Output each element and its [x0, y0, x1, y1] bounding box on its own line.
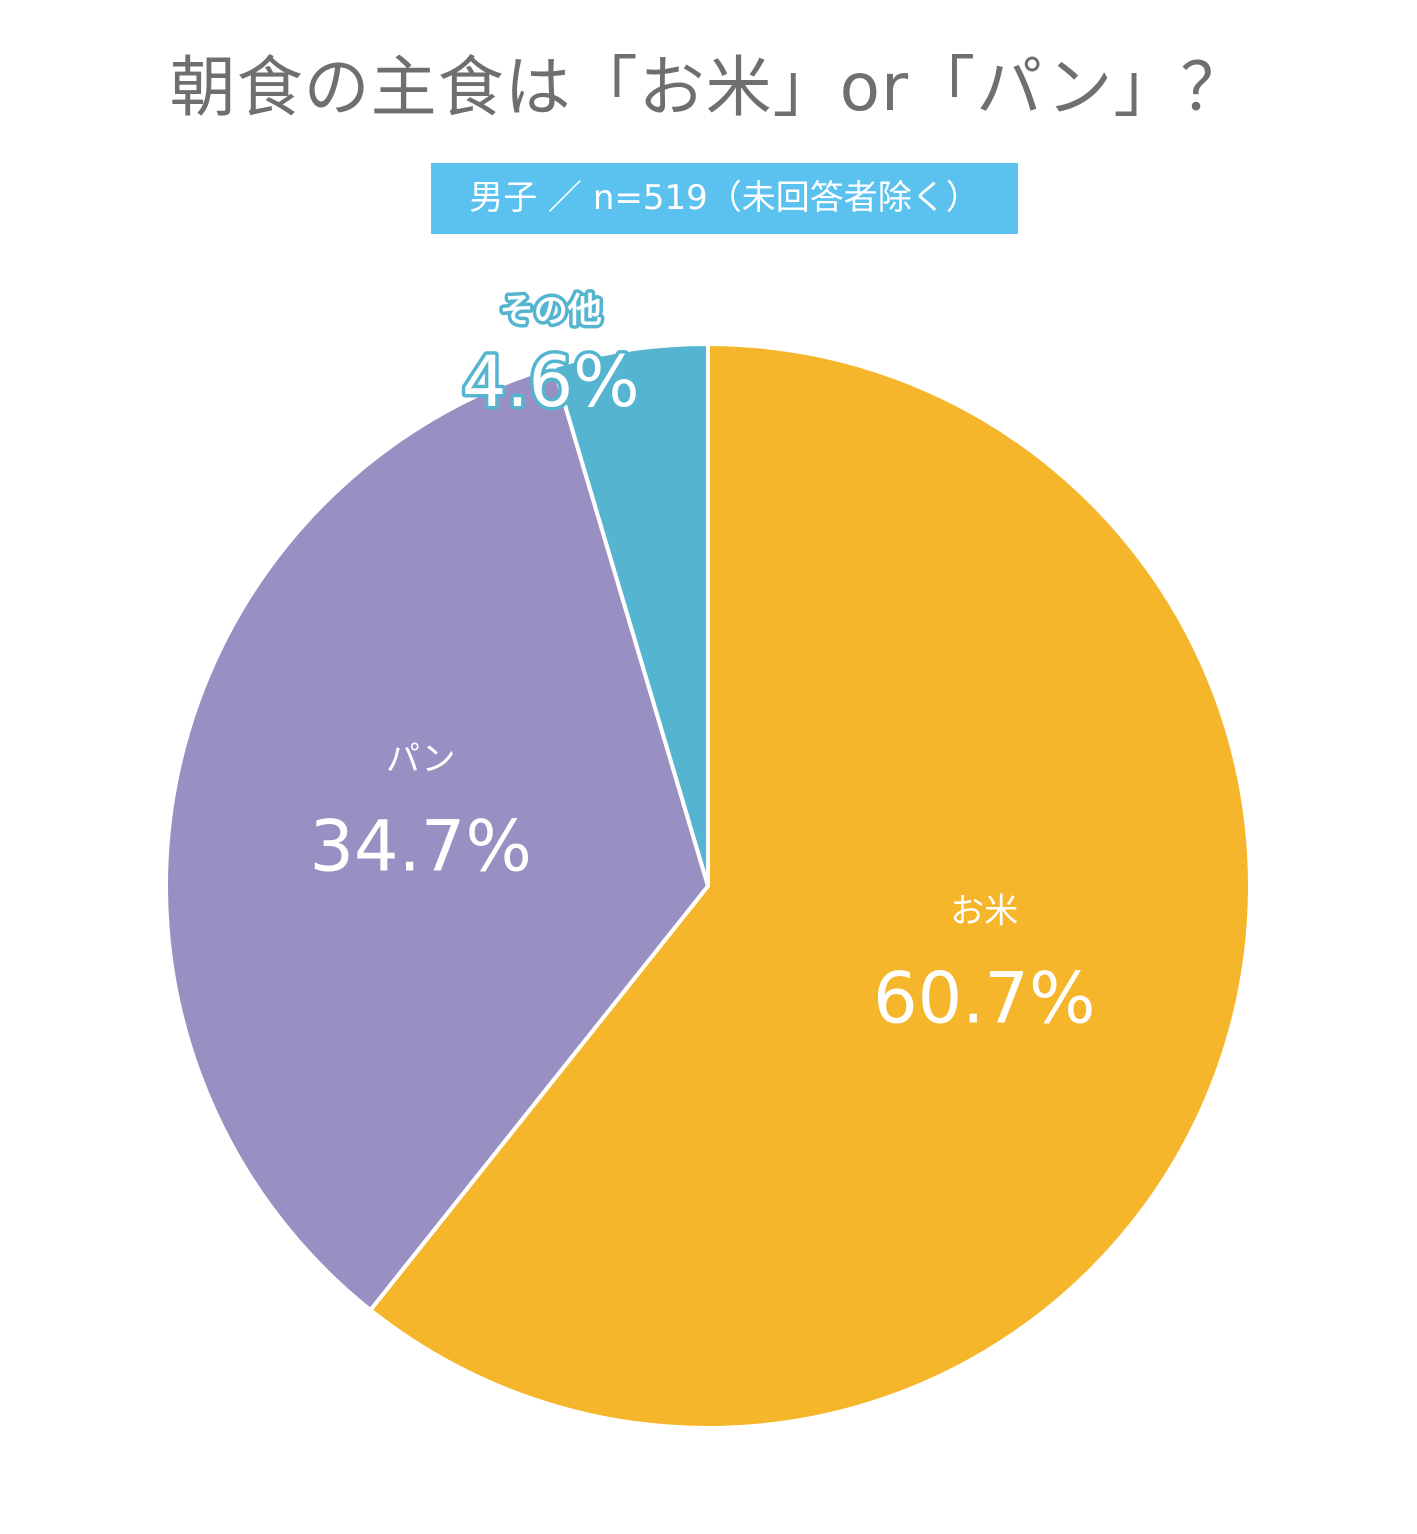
pie-label-3: その他 [500, 291, 602, 331]
pie-value-2: 34.7% [309, 805, 531, 887]
chart-title: 朝食の主食は「お米」or「パン」？ [169, 49, 1248, 126]
pie-label-1: お米 [950, 892, 1018, 932]
pie-value-3: 4.6% [462, 341, 640, 423]
pie-label-2: パン [386, 739, 456, 779]
pie-value-1: 60.7% [873, 958, 1095, 1040]
pie-slices [164, 342, 1252, 1430]
pie-slice-2 [164, 364, 710, 1313]
pie-slice-1 [368, 342, 1252, 1430]
pie-labels: お米 60.7% パン 34.7% その他 4.6% [309, 288, 1095, 1040]
subtitle-badge: 男子 ／ n=519（未回答者除く） [431, 163, 1018, 234]
pie-slice-3 [551, 342, 710, 888]
